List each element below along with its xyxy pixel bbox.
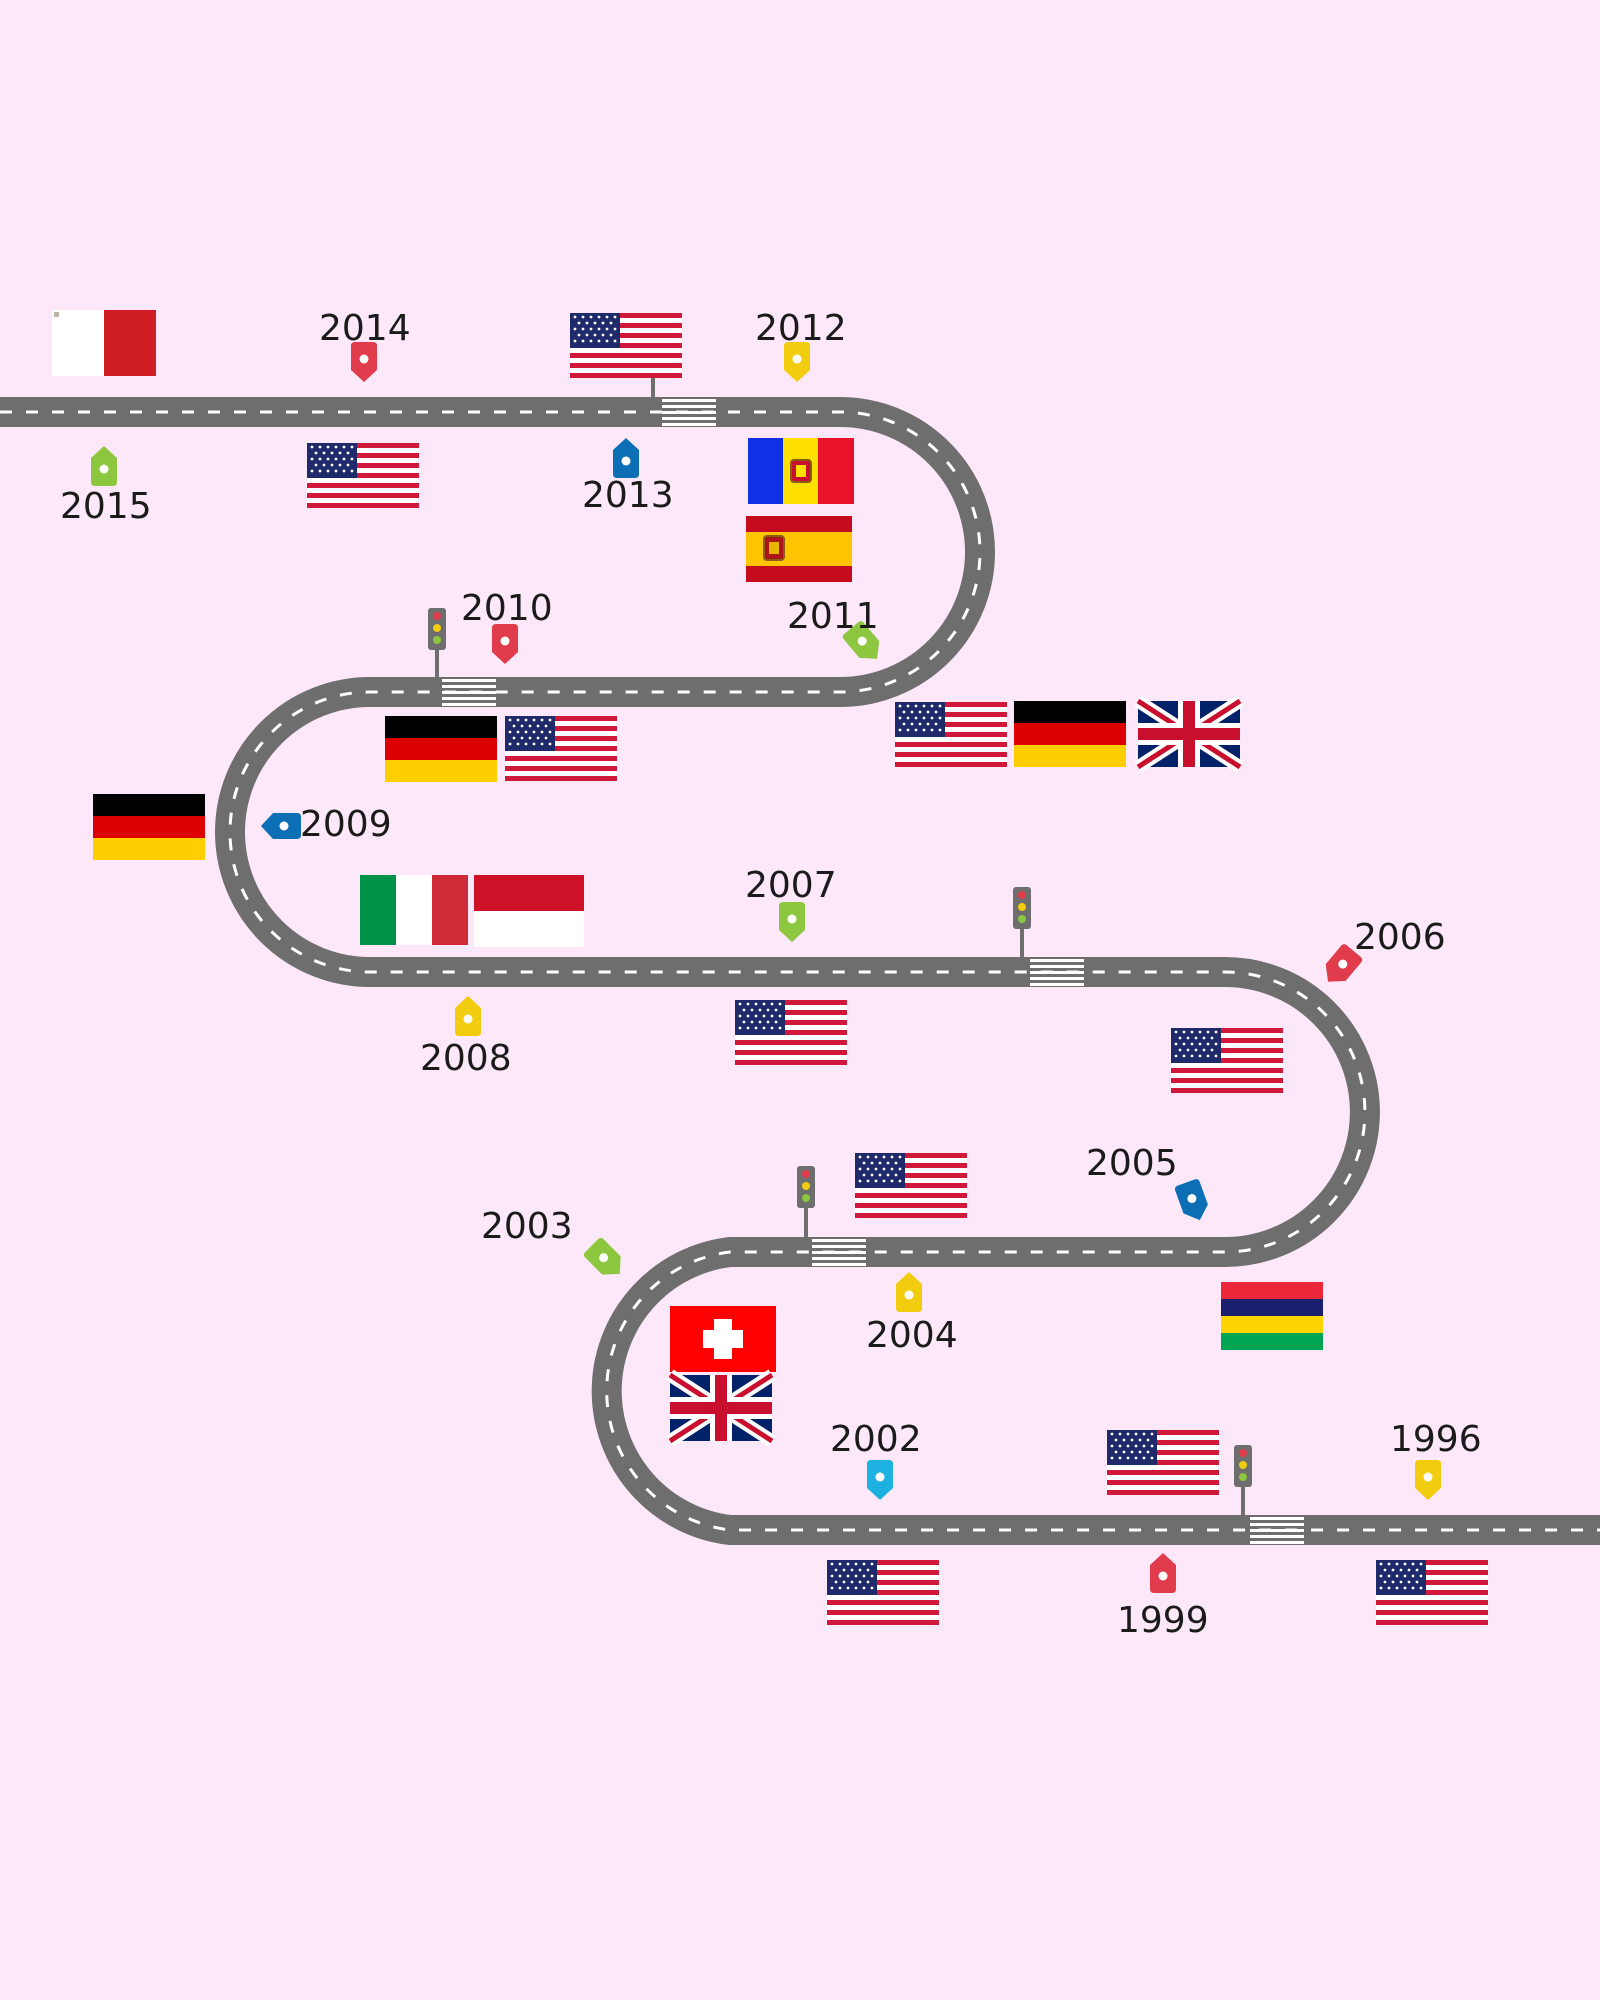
year-label-2005: 2005 [1086, 1143, 1178, 1184]
traffic-lights [428, 378, 1252, 1521]
map-pin-icon [842, 621, 880, 659]
year-label-2012: 2012 [755, 308, 847, 349]
flag-uk-2011 [1138, 701, 1240, 767]
map-pin-icon [1174, 1179, 1208, 1221]
road [0, 397, 1600, 1545]
flag-germany-2011 [1014, 701, 1126, 767]
year-markers [91, 342, 1441, 1593]
year-label-2006: 2006 [1354, 917, 1446, 958]
flag-usa-2002 [827, 1560, 939, 1625]
map-pin-icon [1325, 944, 1363, 982]
flag-germany-2010 [385, 716, 497, 782]
year-label-1999: 1999 [1117, 1600, 1209, 1641]
map-pin-icon [896, 1272, 922, 1312]
flag-mauritius-2005 [1221, 1282, 1323, 1350]
flag-monaco-2008 [474, 875, 584, 947]
flag-italy-2008 [360, 875, 468, 945]
flag-uk-2003 [670, 1375, 772, 1441]
flag-usa-2004 [855, 1153, 967, 1218]
year-label-2002: 2002 [830, 1419, 922, 1460]
flag-switzerland-2003 [670, 1306, 776, 1372]
year-label-2014: 2014 [319, 308, 411, 349]
map-pin-icon [1150, 1553, 1176, 1593]
map-pin-icon [779, 902, 805, 942]
flag-usa-1996 [1376, 1560, 1488, 1625]
map-pin-icon [455, 996, 481, 1036]
year-label-2015: 2015 [60, 486, 152, 527]
map-pin-icon [261, 813, 301, 839]
flag-germany-2009 [93, 794, 205, 860]
year-label-2009: 2009 [300, 804, 392, 845]
map-pin-icon [867, 1460, 893, 1500]
year-label-2013: 2013 [582, 475, 674, 516]
year-label-1996: 1996 [1390, 1419, 1482, 1460]
year-label-2004: 2004 [866, 1315, 958, 1356]
map-pin-icon [91, 446, 117, 486]
year-labels: 2015 2014 2013 2012 2011 2010 2009 2008 … [60, 308, 1482, 1641]
flag-andorra-2012 [747, 437, 855, 505]
year-label-2007: 2007 [745, 865, 837, 906]
map-pin-icon [613, 438, 639, 478]
map-pin-icon [583, 1237, 621, 1275]
flag-usa-2010 [505, 716, 617, 781]
year-label-2011: 2011 [787, 596, 879, 637]
flag-usa-2013 [570, 313, 682, 378]
flag-usa-2011 [895, 702, 1007, 767]
flag-usa-2006 [1171, 1028, 1283, 1093]
flag-usa-2007 [735, 1000, 847, 1065]
year-label-2003: 2003 [481, 1206, 573, 1247]
map-pin-icon [1415, 1460, 1441, 1500]
map-pin-icon [492, 624, 518, 664]
flag-spain-2012 [745, 515, 853, 583]
flag-malta-2015 [52, 310, 156, 376]
flag-usa-2014 [307, 443, 419, 508]
year-label-2008: 2008 [420, 1038, 512, 1079]
map-pin-icon [351, 342, 377, 382]
flag-usa-1999 [1107, 1430, 1219, 1495]
map-pin-icon [784, 342, 810, 382]
year-label-2010: 2010 [461, 588, 553, 629]
